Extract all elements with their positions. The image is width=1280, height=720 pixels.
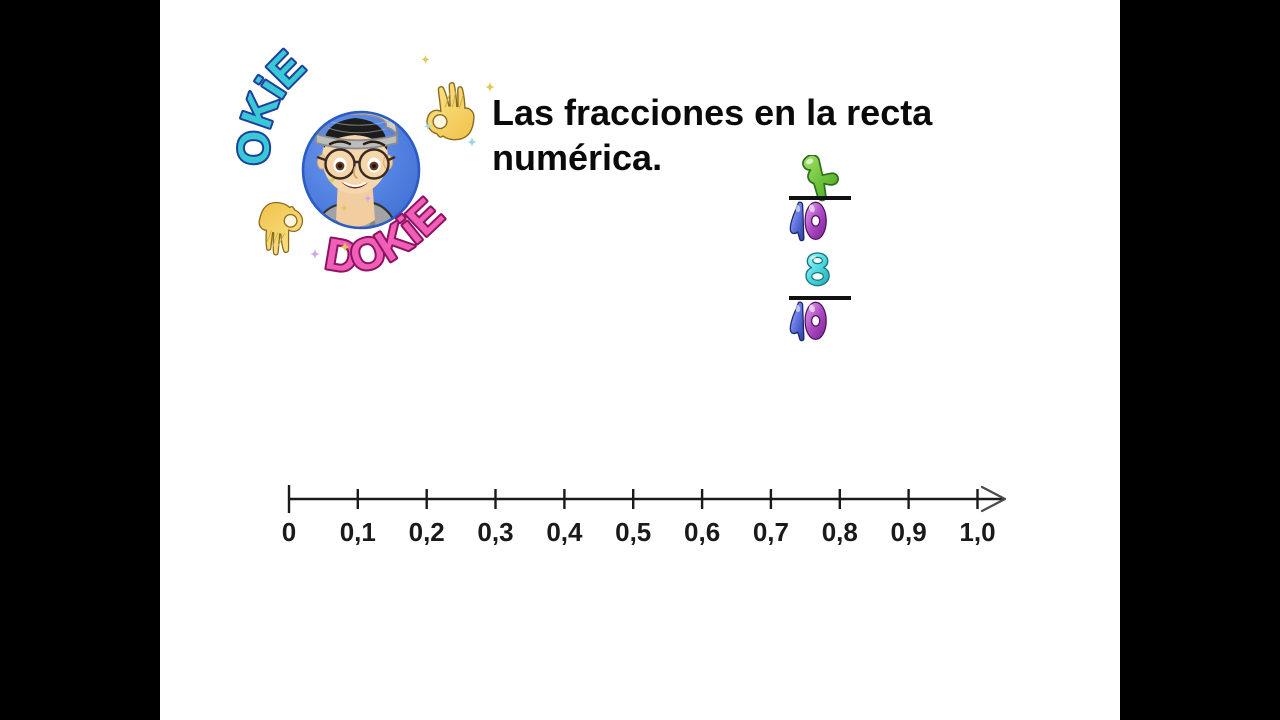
svg-text:0,9: 0,9 <box>891 517 927 547</box>
svg-text:0,7: 0,7 <box>753 517 789 547</box>
svg-text:1,0: 1,0 <box>959 517 995 547</box>
svg-text:0,8: 0,8 <box>822 517 858 547</box>
svg-text:0,3: 0,3 <box>477 517 513 547</box>
svg-text:0,4: 0,4 <box>546 517 583 547</box>
svg-text:0,1: 0,1 <box>340 517 376 547</box>
svg-text:0,5: 0,5 <box>615 517 651 547</box>
svg-text:0: 0 <box>282 517 296 547</box>
svg-text:0,2: 0,2 <box>409 517 445 547</box>
svg-text:OKiE: OKiE <box>230 42 314 165</box>
svg-text:0,6: 0,6 <box>684 517 720 547</box>
